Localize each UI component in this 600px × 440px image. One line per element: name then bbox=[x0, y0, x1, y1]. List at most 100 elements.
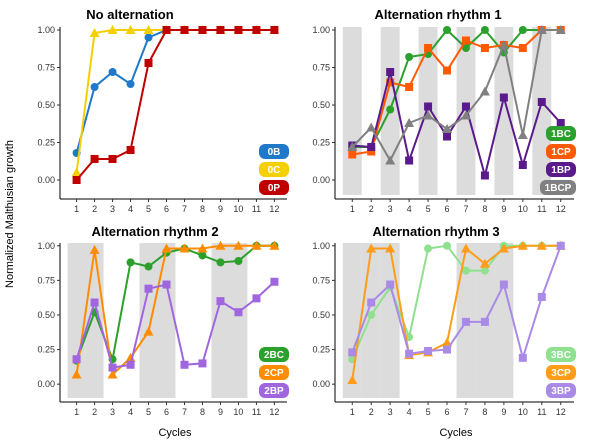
chart-panel-3: Alternation rhythm 2 0.00 0.25 0.50 0.75 1.00… bbox=[37, 224, 289, 417]
data-point-1CP bbox=[424, 44, 433, 52]
legend-label-2CP: 2CP bbox=[264, 368, 284, 379]
data-point-2BP bbox=[108, 363, 117, 372]
x-tick-label: 10 bbox=[518, 407, 528, 417]
y-tick-label: 0.00 bbox=[37, 175, 55, 185]
x-tick-label: 2 bbox=[369, 204, 374, 214]
data-point-3BP bbox=[348, 348, 357, 357]
legend-label-2BP: 2BP bbox=[264, 386, 284, 397]
data-point-1CP bbox=[480, 44, 489, 52]
series-line-3CP bbox=[351, 244, 561, 381]
shade-band bbox=[67, 243, 86, 398]
shade-band bbox=[494, 243, 514, 398]
data-point-3CP bbox=[517, 240, 528, 250]
chart-panel-2: Alternation rhythm 1 0.00 0.25 0.50 0.75 1.00… bbox=[312, 7, 576, 214]
data-point-3BP bbox=[556, 241, 565, 250]
x-tick-label: 9 bbox=[501, 204, 506, 214]
data-point-2BC bbox=[126, 258, 135, 267]
data-point-3BC bbox=[480, 266, 489, 275]
y-tick-label: 0.50 bbox=[312, 310, 330, 320]
legend-label-0B: 0B bbox=[268, 147, 281, 158]
data-point-2CP bbox=[197, 243, 208, 253]
data-point-1CP bbox=[443, 66, 452, 75]
data-point-1BCP bbox=[517, 130, 528, 139]
data-point-1CP bbox=[405, 83, 414, 91]
x-tick-label: 8 bbox=[482, 407, 487, 417]
data-point-3CP bbox=[498, 243, 509, 253]
data-point-3BP bbox=[424, 346, 433, 355]
legend-label-2BC: 2BC bbox=[264, 350, 284, 361]
data-point-2BP bbox=[162, 280, 171, 289]
y-tick-label: 0.75 bbox=[37, 63, 55, 73]
legend-label-1CP: 1CP bbox=[551, 147, 571, 158]
data-point-1BCP bbox=[442, 124, 453, 133]
data-point-2CP bbox=[269, 240, 280, 250]
x-tick-label: 7 bbox=[182, 407, 187, 417]
x-tick-label: 6 bbox=[164, 407, 169, 417]
shade-band bbox=[211, 243, 230, 398]
legend-key-3BC bbox=[546, 347, 576, 362]
x-tick-label: 12 bbox=[556, 407, 566, 417]
legend-label-3BC: 3BC bbox=[551, 350, 571, 361]
legend-key-1BP bbox=[546, 162, 576, 177]
x-tick-label: 11 bbox=[537, 407, 546, 417]
x-tick-label: 11 bbox=[537, 204, 546, 214]
x-tick-label: 2 bbox=[92, 407, 97, 417]
data-point-2BP bbox=[180, 360, 189, 369]
data-point-0C bbox=[71, 167, 82, 177]
shade-band bbox=[157, 243, 176, 398]
data-point-2BP bbox=[252, 294, 261, 303]
legend-label-1BCP: 1BCP bbox=[545, 183, 572, 194]
data-point-3BP bbox=[443, 345, 452, 354]
data-point-1BC bbox=[405, 53, 414, 61]
data-point-1BP bbox=[499, 93, 508, 102]
x-tick-label: 7 bbox=[463, 204, 468, 214]
data-point-2CP bbox=[179, 243, 190, 253]
shade-band bbox=[342, 27, 362, 195]
panel-title: No alternation bbox=[86, 7, 173, 22]
data-point-2BP bbox=[72, 355, 81, 364]
legend-key-3BP bbox=[546, 383, 576, 398]
data-point-1BP bbox=[386, 68, 395, 76]
data-point-0P bbox=[144, 59, 153, 67]
data-point-3BC bbox=[443, 241, 452, 250]
legend-label-3BP: 3BP bbox=[551, 386, 571, 397]
y-tick-label: 0.25 bbox=[312, 345, 330, 355]
x-tick-label: 4 bbox=[407, 204, 412, 214]
data-point-1BCP bbox=[366, 122, 377, 132]
legend-key-1CP bbox=[546, 144, 576, 159]
legend-key-1BC bbox=[546, 126, 576, 141]
x-tick-label: 7 bbox=[463, 407, 468, 417]
x-tick-label: 9 bbox=[218, 407, 223, 417]
x-tick-label: 9 bbox=[501, 407, 506, 417]
x-tick-label: 6 bbox=[164, 204, 169, 214]
x-tick-label: 5 bbox=[146, 204, 151, 214]
legend-key-0B bbox=[259, 144, 289, 159]
data-point-3BP bbox=[518, 353, 527, 362]
y-tick-label: 0.25 bbox=[312, 138, 330, 148]
legend-label-0P: 0P bbox=[268, 183, 281, 194]
y-tick-label: 0.75 bbox=[312, 63, 330, 73]
x-tick-label: 6 bbox=[445, 407, 450, 417]
series-line-0C bbox=[75, 29, 275, 173]
data-point-0B bbox=[144, 33, 153, 42]
data-point-1BCP bbox=[498, 40, 509, 49]
data-point-0P bbox=[198, 26, 207, 34]
y-tick-label: 0.50 bbox=[37, 100, 55, 110]
data-point-2CP bbox=[125, 352, 136, 362]
data-point-0P bbox=[234, 26, 243, 34]
data-point-1BCP bbox=[536, 25, 547, 34]
data-point-2CP bbox=[251, 240, 262, 250]
y-tick-label: 0.75 bbox=[37, 275, 55, 285]
data-point-3CP bbox=[347, 375, 358, 385]
data-point-3BP bbox=[386, 280, 395, 289]
y-tick-label: 0.50 bbox=[37, 310, 55, 320]
data-point-1BC bbox=[461, 44, 470, 52]
x-tick-label: 8 bbox=[200, 407, 205, 417]
data-point-2CP bbox=[143, 326, 154, 336]
data-point-2CP bbox=[233, 240, 244, 250]
panel-title: Alternation rhythm 2 bbox=[91, 224, 218, 239]
data-point-1CP bbox=[518, 44, 527, 52]
data-point-3BP bbox=[461, 317, 470, 326]
data-point-3BP bbox=[480, 317, 489, 326]
data-point-0P bbox=[252, 26, 261, 34]
